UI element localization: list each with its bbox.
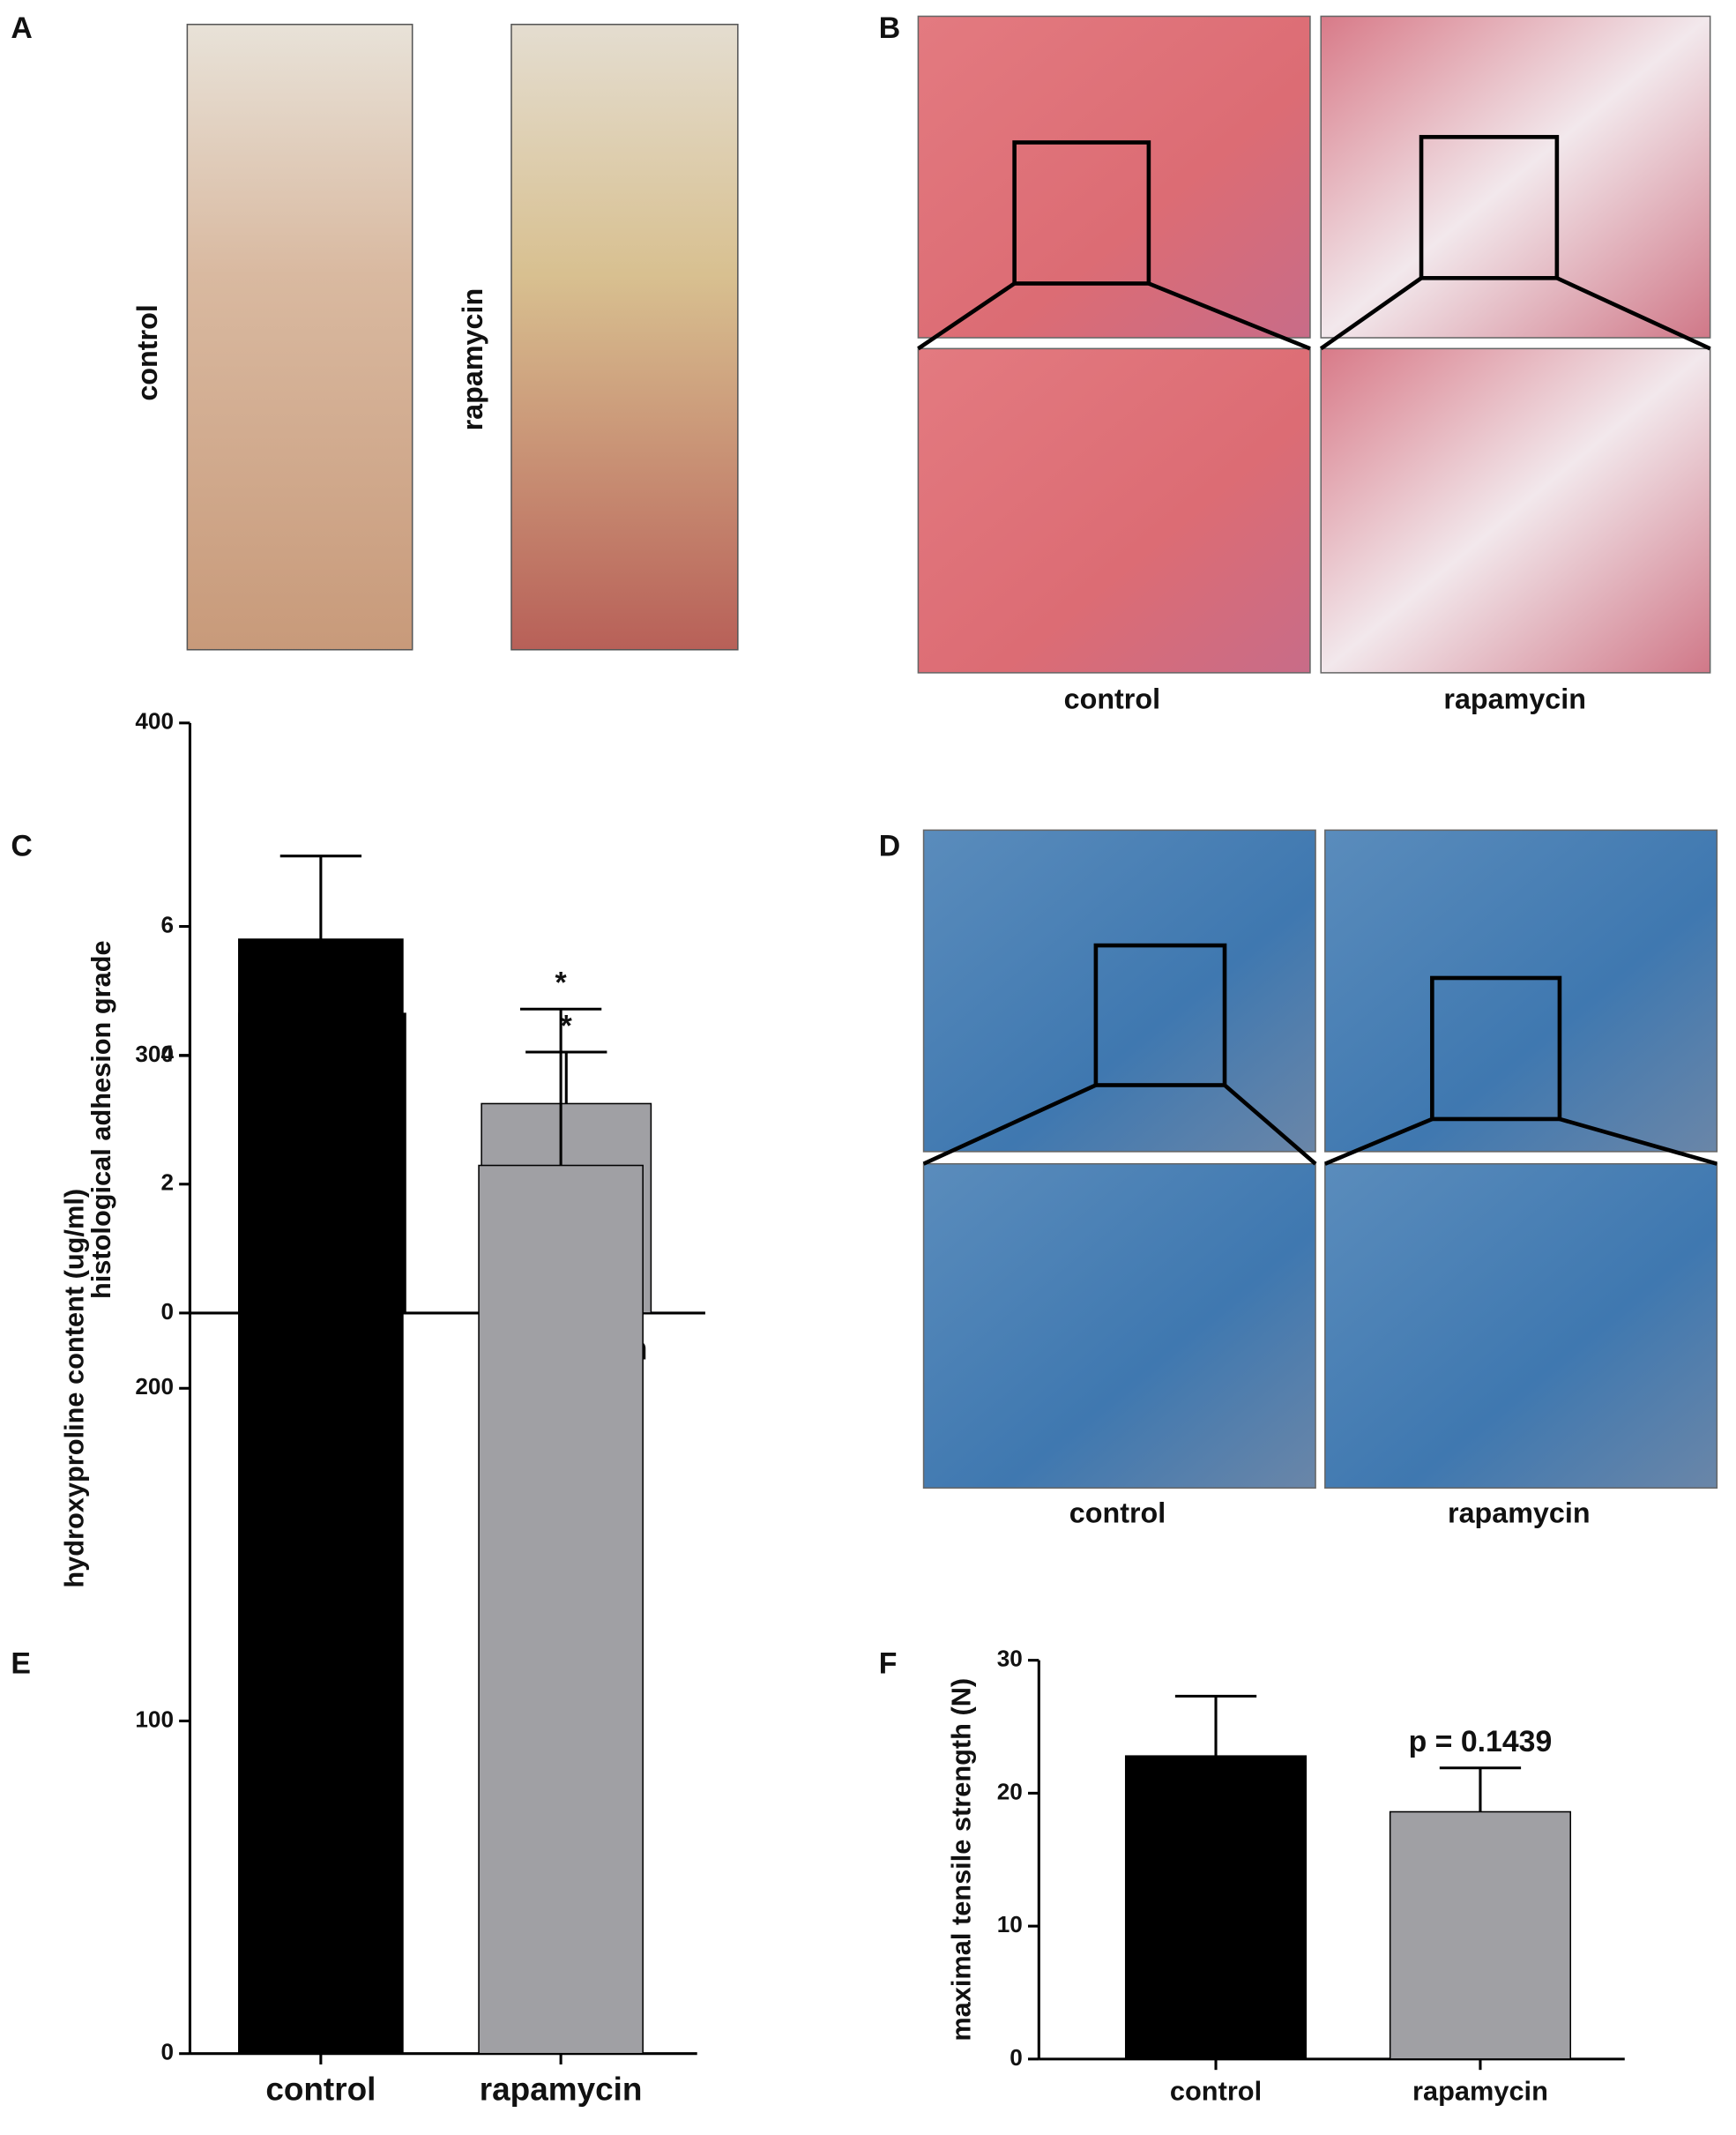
zoom-box — [1419, 135, 1560, 280]
bar — [1124, 1755, 1308, 2060]
bar — [478, 1164, 644, 2055]
panel-label: E — [11, 1647, 31, 1681]
x-tick-label: control — [265, 2072, 376, 2108]
panel-label: D — [879, 829, 900, 862]
annotation: * — [555, 966, 568, 999]
x-tick-label: rapamycin — [480, 2072, 643, 2108]
micrograph — [1324, 829, 1718, 1153]
panel-label: F — [879, 1647, 898, 1681]
micrograph — [1324, 1162, 1718, 1489]
y-tick-label: 30 — [997, 1646, 1023, 1672]
panel-a: A control rapamycin — [11, 11, 739, 651]
panel-label: A — [11, 11, 32, 45]
bar — [238, 938, 404, 2055]
zoom-lines — [922, 1083, 1717, 1166]
y-tick-label: 20 — [997, 1778, 1023, 1804]
y-tick-label: 100 — [135, 1706, 174, 1732]
annotation: p = 0.1439 — [1409, 1725, 1553, 1758]
y-tick-label: 200 — [135, 1373, 174, 1400]
micrograph — [922, 1162, 1316, 1489]
micrograph — [917, 347, 1311, 674]
y-tick-label: 0 — [160, 2039, 174, 2065]
panel-label: B — [879, 11, 900, 45]
y-tick-label: 300 — [135, 1041, 174, 1067]
zoom-box — [1012, 140, 1151, 286]
panel-b: B control rapamycin — [879, 11, 1711, 715]
panel-d: D control rapamycin — [879, 829, 1718, 1529]
y-tick-label: 4 — [160, 1041, 174, 1067]
x-tick-label: control — [1170, 2075, 1262, 2106]
y-tick-label: 0 — [160, 1298, 174, 1325]
photo — [186, 23, 414, 651]
micrograph — [922, 829, 1316, 1153]
caption: rapamycin — [1443, 683, 1586, 715]
y-axis-label: hydroxyproline content (ug/ml) — [58, 1189, 89, 1588]
micrograph — [1320, 15, 1711, 339]
panel-label: C — [11, 829, 32, 862]
x-tick-label: rapamycin — [1412, 2075, 1548, 2106]
zoom-lines — [917, 276, 1711, 351]
y-tick-label: 2 — [160, 1169, 174, 1196]
caption: rapamycin — [1448, 1497, 1591, 1529]
y-tick-label: 400 — [135, 708, 174, 735]
y-axis-label: maximal tensile strength (N) — [945, 1678, 976, 2042]
photo — [510, 23, 739, 651]
zoom-box — [1430, 975, 1562, 1122]
annotation: * — [561, 1009, 573, 1042]
zoom-box — [1093, 943, 1227, 1087]
micrograph — [917, 15, 1311, 339]
caption: control — [131, 304, 163, 400]
micrograph — [1320, 347, 1711, 674]
caption: rapamycin — [457, 288, 488, 431]
y-axis-label: histological adhesion grade — [86, 940, 116, 1299]
caption: control — [1064, 683, 1160, 715]
y-tick-label: 0 — [1010, 2044, 1023, 2071]
bar — [1389, 1810, 1572, 2060]
y-tick-label: 6 — [160, 911, 174, 937]
y-tick-label: 10 — [997, 1911, 1023, 1937]
caption: control — [1069, 1497, 1166, 1529]
